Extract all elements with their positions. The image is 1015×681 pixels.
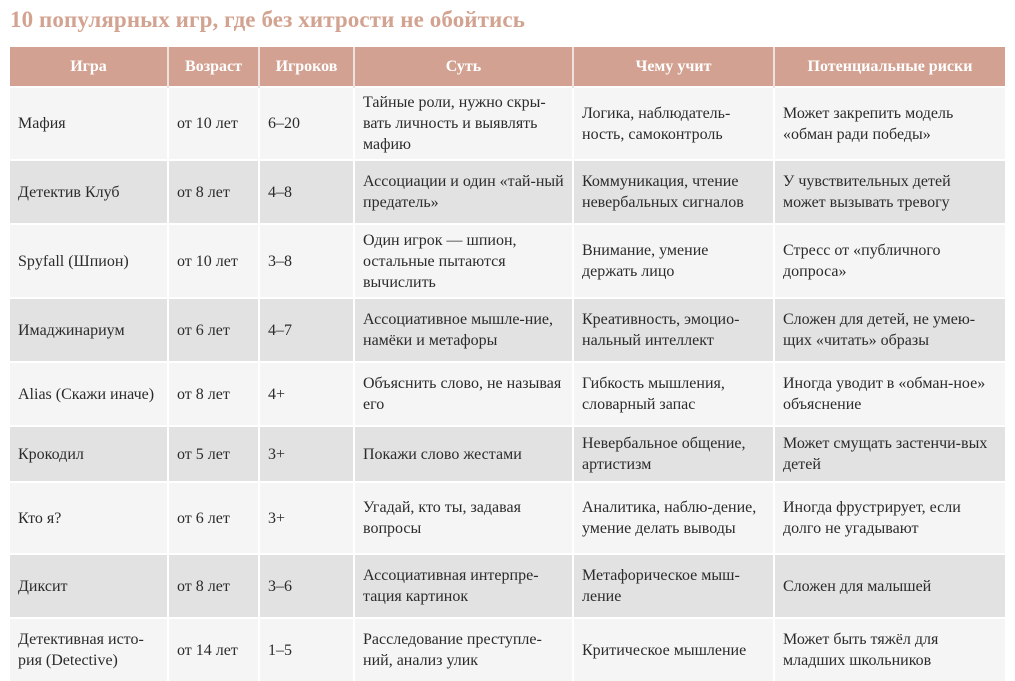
cell-teaches: Невербальное общение, артистизм <box>573 425 775 482</box>
table-row: Имаджинариум от 6 лет 4–7 Ассоциативное … <box>10 297 1005 362</box>
cell-teaches: Коммуникация, чтение невербальных сигнал… <box>573 159 775 224</box>
cell-players: 3–8 <box>259 223 355 298</box>
cell-age: от 8 лет <box>168 553 260 618</box>
cell-players: 3–6 <box>259 553 355 618</box>
cell-teaches: Аналитика, наблю-дение, умение делать вы… <box>573 481 775 554</box>
cell-players: 1–5 <box>259 617 355 681</box>
cell-essence: Ассоциативная интерпре-тация картинок <box>354 553 574 618</box>
header-age: Возраст <box>168 47 260 87</box>
cell-teaches: Креативность, эмоцио-нальный интеллект <box>573 297 775 362</box>
table-row: Spyfall (Шпион) от 10 лет 3–8 Один игрок… <box>10 223 1005 298</box>
cell-essence: Ассоциации и один «тай-ный предатель» <box>354 159 574 224</box>
cell-players: 3+ <box>259 481 355 554</box>
cell-players: 3+ <box>259 425 355 482</box>
cell-players: 4+ <box>259 361 355 426</box>
cell-teaches: Критическое мышление <box>573 617 775 681</box>
cell-game: Имаджинариум <box>10 297 169 362</box>
cell-players: 6–20 <box>259 86 355 160</box>
games-table: Игра Возраст Игроков Суть Чему учит Поте… <box>10 47 1005 681</box>
cell-age: от 6 лет <box>168 481 260 554</box>
cell-risks: Стресс от «публичного допроса» <box>774 223 1005 298</box>
header-players: Игроков <box>259 47 355 87</box>
cell-age: от 14 лет <box>168 617 260 681</box>
cell-game: Детективная исто-рия (Detective) <box>10 617 169 681</box>
cell-game: Диксит <box>10 553 169 618</box>
cell-teaches: Метафорическое мыш-ление <box>573 553 775 618</box>
cell-teaches: Логика, наблюдатель-ность, самоконтроль <box>573 86 775 160</box>
cell-essence: Расследование преступле-ний, анализ улик <box>354 617 574 681</box>
cell-risks: Сложен для детей, не умею-щих «читать» о… <box>774 297 1005 362</box>
cell-essence: Один игрок — шпион, остальные пытаются в… <box>354 223 574 298</box>
cell-teaches: Внимание, умение держать лицо <box>573 223 775 298</box>
cell-risks: Может быть тяжёл для младших школьников <box>774 617 1005 681</box>
cell-risks: Иногда фрустрирует, если долго не угадыв… <box>774 481 1005 554</box>
cell-game: Spyfall (Шпион) <box>10 223 169 298</box>
header-game: Игра <box>10 47 169 87</box>
header-essence: Суть <box>354 47 574 87</box>
table-row: Кто я? от 6 лет 3+ Угадай, кто ты, задав… <box>10 481 1005 554</box>
cell-essence: Покажи слово жестами <box>354 425 574 482</box>
cell-age: от 5 лет <box>168 425 260 482</box>
cell-game: Кто я? <box>10 481 169 554</box>
cell-teaches: Гибкость мышления, словарный запас <box>573 361 775 426</box>
table-row: Детективная исто-рия (Detective) от 14 л… <box>10 617 1005 681</box>
cell-players: 4–7 <box>259 297 355 362</box>
cell-players: 4–8 <box>259 159 355 224</box>
cell-age: от 6 лет <box>168 297 260 362</box>
table-row: Детектив Клуб от 8 лет 4–8 Ассоциации и … <box>10 159 1005 224</box>
cell-essence: Угадай, кто ты, задавая вопросы <box>354 481 574 554</box>
cell-risks: Иногда уводит в «обман-ное» объяснение <box>774 361 1005 426</box>
cell-game: Детектив Клуб <box>10 159 169 224</box>
cell-risks: Может смущать застенчи-вых детей <box>774 425 1005 482</box>
table-row: Мафия от 10 лет 6–20 Тайные роли, нужно … <box>10 86 1005 160</box>
cell-risks: Может закрепить модель «обман ради побед… <box>774 86 1005 160</box>
cell-risks: У чувствительных детей может вызывать тр… <box>774 159 1005 224</box>
page-title: 10 популярных игр, где без хитрости не о… <box>10 7 525 32</box>
cell-age: от 10 лет <box>168 86 260 160</box>
cell-game: Мафия <box>10 86 169 160</box>
cell-age: от 8 лет <box>168 159 260 224</box>
cell-essence: Ассоциативное мышле-ние, намёки и метафо… <box>354 297 574 362</box>
table-row: Крокодил от 5 лет 3+ Покажи слово жестам… <box>10 425 1005 482</box>
table-row: Диксит от 8 лет 3–6 Ассоциативная интерп… <box>10 553 1005 618</box>
header-teaches: Чему учит <box>573 47 775 87</box>
cell-age: от 10 лет <box>168 223 260 298</box>
table-header-row: Игра Возраст Игроков Суть Чему учит Поте… <box>10 47 1005 87</box>
cell-essence: Тайные роли, нужно скры-вать личность и … <box>354 86 574 160</box>
header-risks: Потенциальные риски <box>774 47 1005 87</box>
cell-game: Alias (Скажи иначе) <box>10 361 169 426</box>
cell-game: Крокодил <box>10 425 169 482</box>
cell-age: от 8 лет <box>168 361 260 426</box>
cell-risks: Сложен для малышей <box>774 553 1005 618</box>
cell-essence: Объяснить слово, не называя его <box>354 361 574 426</box>
table-row: Alias (Скажи иначе) от 8 лет 4+ Объяснит… <box>10 361 1005 426</box>
